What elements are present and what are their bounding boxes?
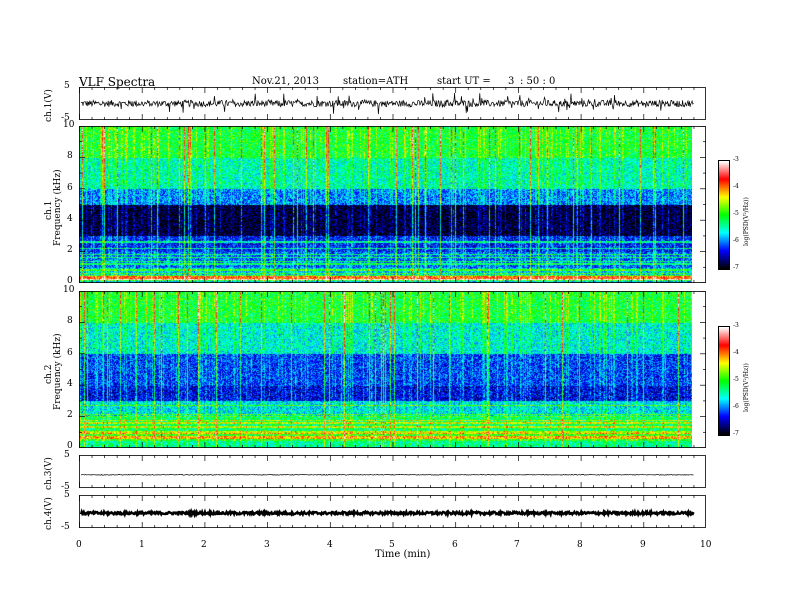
x-tick-6: 6 bbox=[452, 540, 458, 550]
ch2-freq-tick-2: 2 bbox=[67, 410, 73, 420]
ch1-waveform-plot bbox=[80, 92, 694, 115]
ch1-wave-ylabel: ch.1(V) bbox=[44, 89, 54, 122]
ch2-freq-tick-0: 0 bbox=[67, 441, 73, 451]
ch1-spectrogram-frame bbox=[79, 126, 706, 283]
station-label: station=ATH bbox=[343, 76, 409, 87]
cbar2-tick-m6: -6 bbox=[733, 403, 739, 410]
cbar2-tick-m3: -3 bbox=[733, 322, 739, 329]
x-tick-0: 0 bbox=[76, 540, 82, 550]
ch2-spectrogram-frame bbox=[79, 291, 706, 448]
cbar2-tick-m5: -5 bbox=[733, 376, 739, 383]
ch2-spectrogram bbox=[79, 291, 692, 448]
ch1-wave-tick-bottom: -5 bbox=[61, 113, 70, 123]
start-ut-rest: : 50 : 0 bbox=[520, 76, 556, 87]
ch1-freq-tick-0: 0 bbox=[67, 276, 73, 286]
cbar1-tick-m7: -7 bbox=[733, 264, 739, 271]
cbar1-tick-m6: -6 bbox=[733, 237, 739, 244]
x-tick-7: 7 bbox=[514, 540, 520, 550]
ch2-freq-tick-4: 4 bbox=[67, 379, 73, 389]
x-tick-8: 8 bbox=[577, 540, 583, 550]
cbar2-label: log(PSD(V²/Hz)) bbox=[743, 363, 750, 412]
ch1-wave-tick-top: 5 bbox=[64, 81, 70, 91]
ch4-wave-ylabel: ch.4(V) bbox=[44, 497, 54, 530]
start-ut-label: start UT = bbox=[437, 76, 491, 87]
ch1-freq-tick-10: 10 bbox=[63, 120, 75, 130]
ch2-spec-ylabel-frequency: Frequency (kHz) bbox=[53, 333, 63, 410]
ch1-spectrogram bbox=[79, 126, 692, 283]
ch1-freq-tick-4: 4 bbox=[67, 214, 73, 224]
start-ut-hour: 3 bbox=[508, 76, 515, 87]
ch4-wave-tick-top: 5 bbox=[64, 490, 70, 500]
ch3-wave-ylabel: ch.3(V) bbox=[44, 457, 54, 490]
x-tick-10: 10 bbox=[700, 540, 712, 550]
cbar1-tick-m4: -4 bbox=[733, 183, 739, 190]
figure-title: VLF Spectra bbox=[79, 75, 156, 89]
ch4-waveform-plot bbox=[79, 507, 695, 519]
ch1-colorbar bbox=[718, 160, 730, 270]
ch3-waveform-frame bbox=[79, 455, 706, 488]
ch1-freq-tick-6: 6 bbox=[67, 183, 73, 193]
ch4-wave-tick-bottom: -5 bbox=[61, 522, 70, 532]
ch3-wave-tick-top: 5 bbox=[64, 450, 70, 460]
ch1-freq-tick-2: 2 bbox=[67, 245, 73, 255]
ch2-freq-tick-6: 6 bbox=[67, 348, 73, 358]
x-tick-3: 3 bbox=[264, 540, 270, 550]
x-tick-1: 1 bbox=[139, 540, 145, 550]
ch1-waveform-frame bbox=[79, 87, 706, 120]
x-tick-4: 4 bbox=[327, 540, 333, 550]
ch1-freq-tick-8: 8 bbox=[67, 151, 73, 161]
cbar1-tick-m3: -3 bbox=[733, 156, 739, 163]
x-tick-2: 2 bbox=[201, 540, 207, 550]
cbar2-tick-m7: -7 bbox=[733, 430, 739, 437]
x-tick-9: 9 bbox=[640, 540, 646, 550]
ch4-waveform-frame bbox=[79, 495, 706, 528]
cbar1-label: log(PSD(V²/Hz)) bbox=[743, 197, 750, 246]
x-tick-5: 5 bbox=[389, 540, 395, 550]
ch1-spec-ylabel-frequency: Frequency (kHz) bbox=[53, 169, 63, 246]
cbar2-tick-m4: -4 bbox=[733, 349, 739, 356]
ch3-wave-tick-bottom: -5 bbox=[61, 482, 70, 492]
date-label: Nov.21, 2013 bbox=[252, 76, 319, 87]
x-axis-label: Time (min) bbox=[375, 549, 431, 560]
ch2-colorbar bbox=[718, 326, 730, 436]
cbar1-tick-m5: -5 bbox=[733, 210, 739, 217]
ch2-freq-tick-8: 8 bbox=[67, 316, 73, 326]
ch2-freq-tick-10: 10 bbox=[63, 285, 75, 295]
ch3-waveform-plot bbox=[80, 474, 694, 476]
